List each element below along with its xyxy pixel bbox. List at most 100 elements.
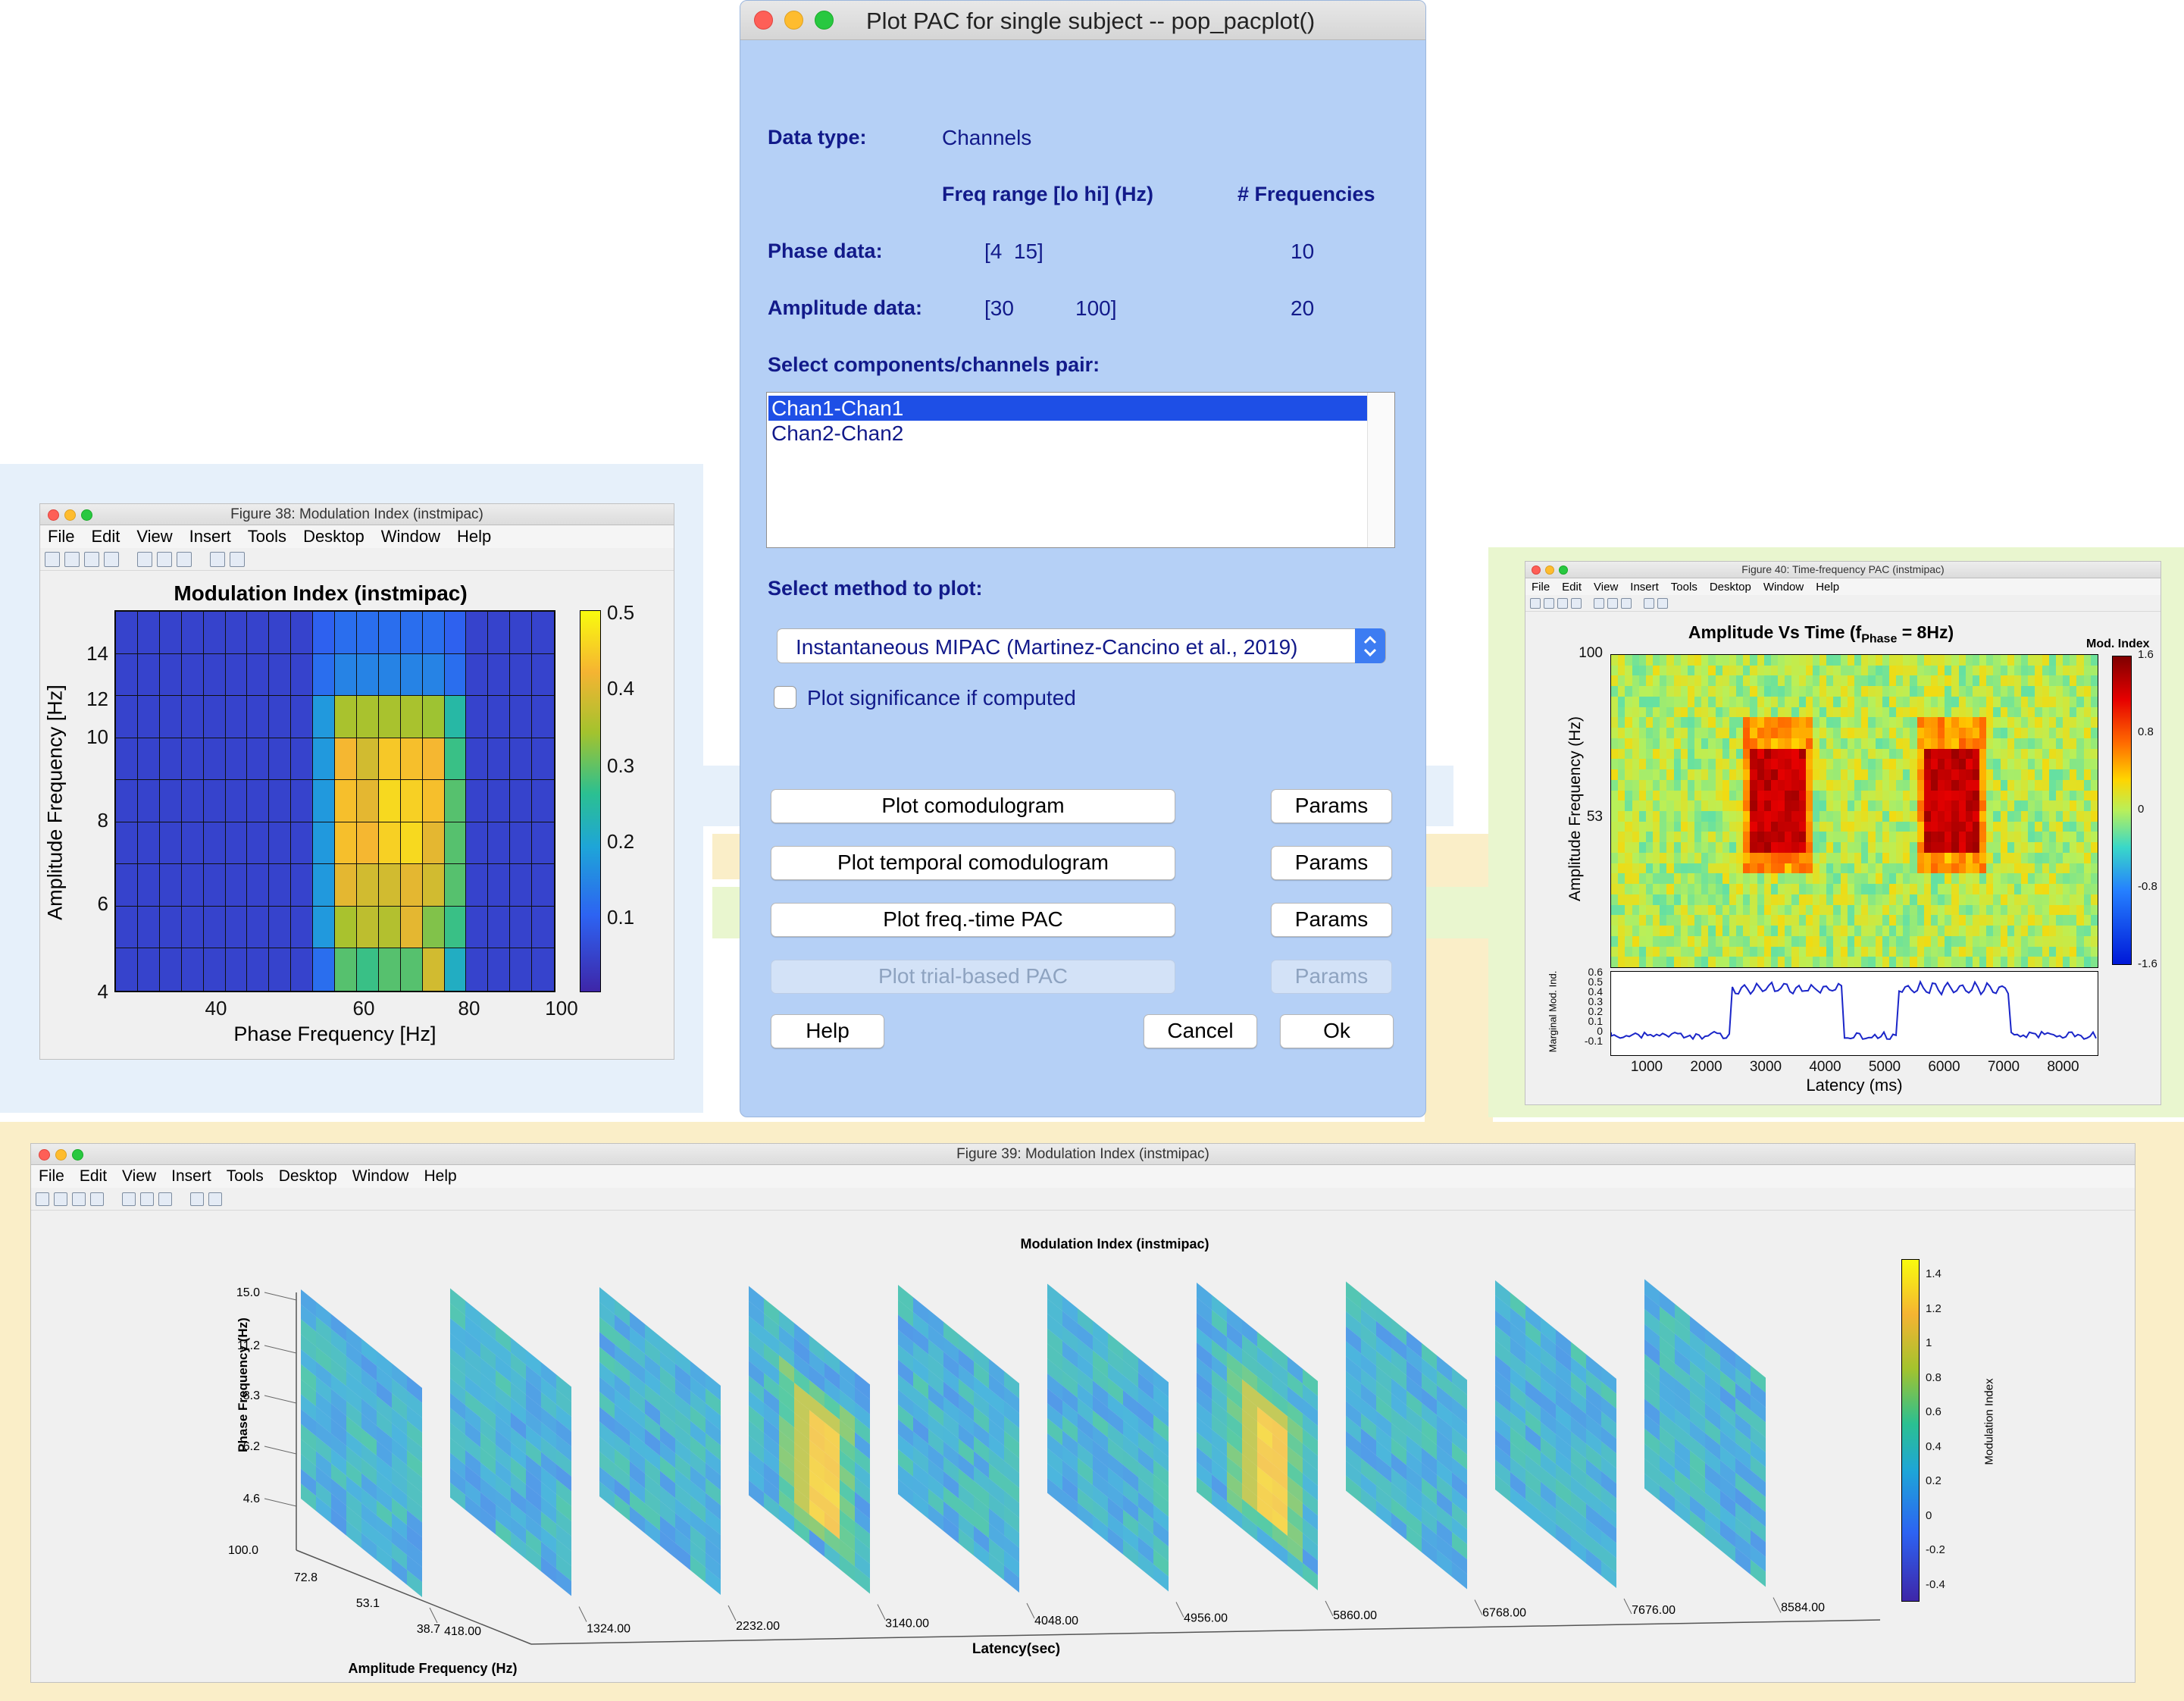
tf-cell [1791, 696, 1800, 708]
tf-cell [1965, 935, 1973, 948]
slice-cell [855, 1372, 870, 1400]
new-figure-icon[interactable] [1530, 597, 1541, 609]
save-icon[interactable] [72, 1192, 86, 1206]
menu-tools[interactable]: Tools [1670, 580, 1697, 594]
menu-window[interactable]: Window [380, 527, 441, 546]
open-file-icon[interactable] [64, 551, 80, 567]
select-stepper-icon[interactable] [1355, 628, 1385, 663]
params-button[interactable]: Params [1271, 903, 1392, 937]
zoom-icon[interactable] [815, 11, 834, 30]
zoom-icon[interactable] [81, 509, 92, 521]
plot-freq-time-pac-button[interactable]: Plot freq.-time PAC [771, 903, 1175, 937]
menu-edit[interactable]: Edit [1562, 580, 1582, 594]
new-figure-icon[interactable] [36, 1192, 49, 1206]
close-icon[interactable] [39, 1149, 50, 1161]
menu-view[interactable]: View [1594, 580, 1619, 594]
amp-range-lo-value[interactable]: [30 [984, 296, 1014, 320]
minimize-icon[interactable] [55, 1149, 67, 1161]
menu-edit[interactable]: Edit [91, 527, 120, 546]
legend-icon[interactable] [177, 551, 192, 567]
print-icon[interactable] [90, 1192, 104, 1206]
print-icon[interactable] [1571, 597, 1582, 609]
pointer-icon[interactable] [190, 1192, 204, 1206]
menu-help[interactable]: Help [457, 527, 492, 546]
menu-edit[interactable]: Edit [79, 1167, 108, 1185]
colorbar-icon[interactable] [1607, 597, 1618, 609]
close-icon[interactable] [1532, 565, 1541, 575]
ok-button[interactable]: Ok [1280, 1014, 1394, 1048]
minimize-icon[interactable] [784, 11, 803, 30]
menu-help[interactable]: Help [424, 1167, 457, 1185]
listbox-scrollbar[interactable] [1367, 393, 1394, 547]
menu-file[interactable]: File [39, 1167, 64, 1185]
legend-icon[interactable] [1621, 597, 1632, 609]
tf-cell [1666, 800, 1675, 812]
plot-comodulogram-button[interactable]: Plot comodulogram [771, 789, 1175, 823]
close-icon[interactable] [754, 11, 773, 30]
new-figure-icon[interactable] [45, 551, 60, 567]
tf-cell [1938, 926, 1945, 937]
legend-icon[interactable] [158, 1192, 172, 1206]
property-editor-icon[interactable] [208, 1192, 222, 1206]
slice-cell [690, 1495, 706, 1523]
tf-cell [2013, 717, 2022, 728]
tf-cell [1847, 769, 1855, 781]
method-select[interactable]: Instantaneous MIPAC (Martinez-Cancino et… [777, 628, 1386, 663]
menu-file[interactable]: File [1532, 580, 1550, 594]
minimize-icon[interactable] [1545, 565, 1554, 575]
pointer-icon[interactable] [210, 551, 225, 567]
close-icon[interactable] [48, 509, 59, 521]
save-icon[interactable] [84, 551, 99, 567]
menu-window[interactable]: Window [1763, 580, 1804, 594]
tf-cell [1660, 915, 1667, 926]
menu-insert[interactable]: Insert [171, 1167, 211, 1185]
menu-tools[interactable]: Tools [247, 527, 287, 546]
phase-range-value[interactable]: [4 15] [984, 240, 1044, 263]
minimize-icon[interactable] [64, 509, 76, 521]
pair-listbox[interactable]: Chan1-Chan1 Chan2-Chan2 [766, 392, 1395, 548]
amp-count-value[interactable]: 20 [1291, 296, 1315, 320]
print-icon[interactable] [104, 551, 119, 567]
menu-desktop[interactable]: Desktop [278, 1167, 337, 1185]
open-file-icon[interactable] [54, 1192, 67, 1206]
slice-cell [1376, 1336, 1391, 1364]
menu-insert[interactable]: Insert [1630, 580, 1659, 594]
slice-cell [675, 1378, 690, 1406]
menu-help[interactable]: Help [1816, 580, 1840, 594]
property-editor-icon[interactable] [1657, 597, 1668, 609]
menu-view[interactable]: View [122, 1167, 157, 1185]
time-slice [898, 1285, 1019, 1593]
pointer-icon[interactable] [1644, 597, 1654, 609]
link-plot-icon[interactable] [1594, 597, 1604, 609]
menu-tools[interactable]: Tools [226, 1167, 264, 1185]
zoom-icon[interactable] [1559, 565, 1568, 575]
open-file-icon[interactable] [1544, 597, 1554, 609]
menu-desktop[interactable]: Desktop [303, 527, 365, 546]
cancel-button[interactable]: Cancel [1144, 1014, 1257, 1048]
colorbar-icon[interactable] [157, 551, 172, 567]
significance-checkbox[interactable] [774, 686, 796, 709]
help-button[interactable]: Help [771, 1014, 884, 1048]
params-button[interactable]: Params [1271, 960, 1392, 994]
menu-view[interactable]: View [136, 527, 173, 546]
colorbar-icon[interactable] [140, 1192, 154, 1206]
pair-item[interactable]: Chan2-Chan2 [771, 421, 904, 445]
plot-trial-based-pac-button[interactable]: Plot trial-based PAC [771, 960, 1175, 994]
menu-file[interactable]: File [48, 527, 75, 546]
menu-insert[interactable]: Insert [189, 527, 231, 546]
heatmap-cell [509, 695, 533, 740]
link-plot-icon[interactable] [122, 1192, 136, 1206]
pair-item[interactable]: Chan1-Chan1 [768, 396, 1367, 421]
link-plot-icon[interactable] [137, 551, 152, 567]
amp-range-hi-value[interactable]: 100] [1075, 296, 1117, 320]
menu-desktop[interactable]: Desktop [1709, 580, 1751, 594]
params-button[interactable]: Params [1271, 846, 1392, 880]
menu-window[interactable]: Window [352, 1167, 409, 1185]
phase-count-value[interactable]: 10 [1291, 240, 1315, 263]
plot-temporal-comodulogram-button[interactable]: Plot temporal comodulogram [771, 846, 1175, 880]
params-button[interactable]: Params [1271, 789, 1392, 823]
tf-cell [1930, 655, 1938, 666]
zoom-icon[interactable] [72, 1149, 83, 1161]
property-editor-icon[interactable] [230, 551, 245, 567]
save-icon[interactable] [1557, 597, 1568, 609]
